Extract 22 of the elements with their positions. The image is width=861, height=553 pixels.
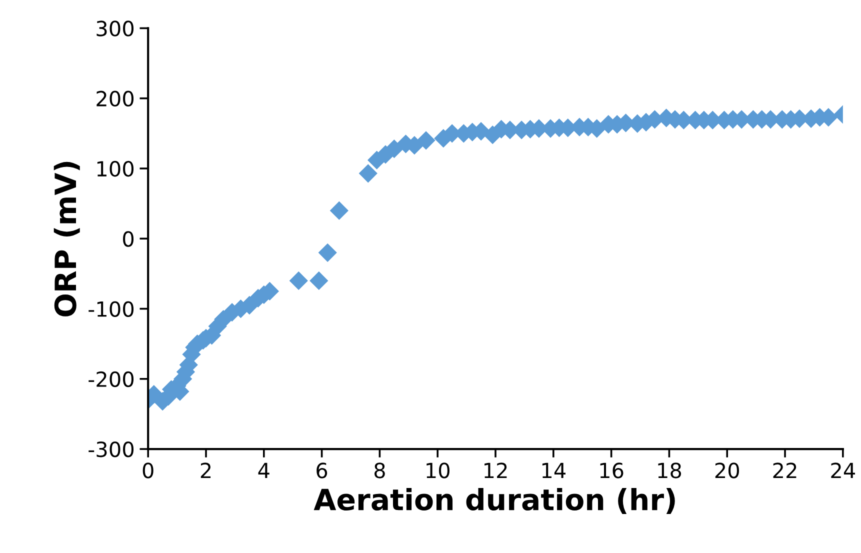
y-tick-label: 300	[96, 20, 134, 36]
x-tick-label: 16	[600, 462, 624, 478]
x-tick-label: 14	[542, 462, 566, 478]
y-tick-label: -200	[88, 371, 134, 388]
y-tick-label: -300	[88, 441, 134, 458]
x-tick-label: 0	[142, 462, 154, 478]
y-tick-label: 0	[123, 231, 134, 247]
y-tick-label: 200	[96, 90, 134, 107]
y-tick-label: -100	[88, 301, 134, 317]
x-tick-label: 10	[426, 462, 450, 478]
x-tick-label: 2	[200, 462, 211, 478]
x-tick-label: 20	[715, 462, 739, 478]
x-tick-label: 12	[484, 462, 507, 478]
x-tick-label: 6	[316, 462, 328, 478]
x-tick-label: 24	[831, 462, 856, 478]
x-tick-label: 18	[658, 462, 682, 478]
x-tick-label: 8	[374, 462, 385, 478]
x-tick-label: 4	[258, 462, 270, 478]
y-axis-title: ORP (mV)	[54, 162, 80, 316]
y-tick-label: 100	[97, 160, 134, 177]
x-axis-title: Aeration duration (hr)	[314, 488, 675, 514]
x-tick-label: 22	[773, 462, 796, 478]
